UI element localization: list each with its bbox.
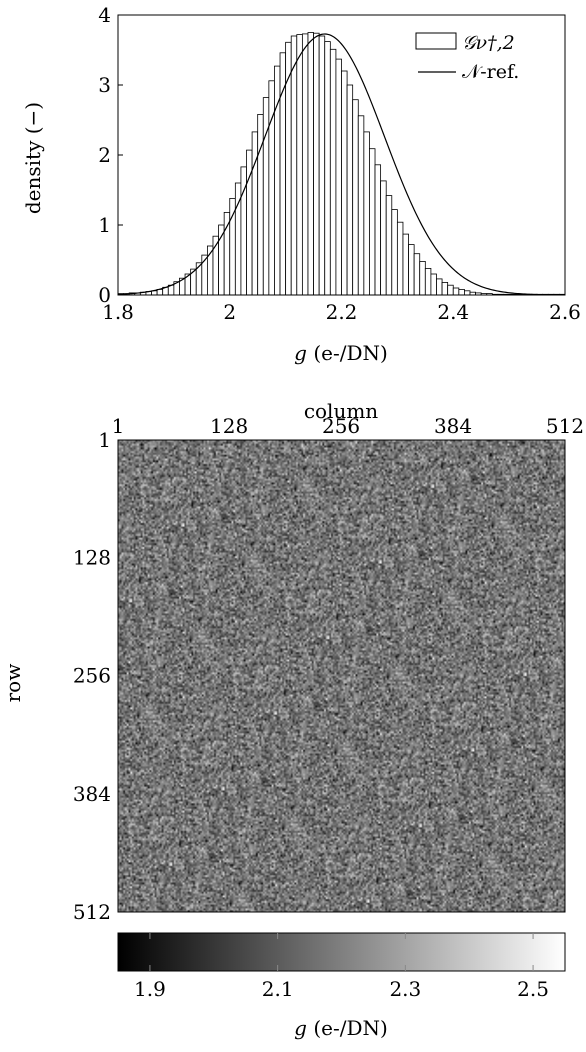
histogram-bar: [229, 197, 236, 296]
hist-x-axis-label: g (e-/DN): [294, 341, 388, 365]
histogram-bar: [452, 287, 460, 296]
histogram-bar: [363, 131, 370, 296]
histogram-bar: [335, 58, 342, 296]
histogram-bar: [458, 288, 465, 296]
histogram-bar: [313, 32, 320, 296]
heatmap-column-ticks: 1 128 256 384 512: [112, 414, 584, 445]
hist-plot-frame: [117, 14, 566, 296]
heatmap-row-tick-label: 384: [73, 782, 111, 806]
hist-x-tick-label: 2: [223, 300, 236, 324]
histogram-bar: [369, 148, 376, 296]
normal-reference-curve: [117, 33, 566, 296]
heatmap-column-tick-label: 384: [434, 414, 472, 438]
histogram-bar: [430, 273, 437, 296]
hist-x-tick-label: 2.2: [326, 300, 358, 324]
histogram-bar: [408, 244, 415, 296]
heatmap-image: [118, 440, 565, 912]
histogram-bar: [223, 211, 231, 296]
colorbar-label-unit: (e-/DN): [307, 1016, 388, 1040]
hist-y-tick-label: 3: [98, 73, 111, 97]
hist-y-axis-label: density (−): [21, 102, 45, 214]
colorbar-tick-label: 2.1: [262, 977, 294, 1001]
colorbar-ticks: 1.9 2.1 2.3 2.5: [134, 933, 549, 1001]
histogram-bar: [374, 164, 382, 296]
histogram-bar: [396, 221, 404, 296]
colorbar-tick-label: 1.9: [134, 977, 166, 1001]
histogram-bar: [296, 34, 303, 296]
legend-label-histogram: 𝒢ν†,2: [462, 32, 515, 54]
heatmap-column-tick-label: 1: [112, 414, 125, 438]
histogram-bar: [257, 114, 264, 296]
heatmap-row-tick-label: 256: [73, 664, 111, 688]
heatmap-top-label: column: [304, 399, 378, 423]
hist-x-axis-label-unit: (e-/DN): [307, 341, 388, 365]
heatmap-row-tick-label: 1: [98, 428, 111, 452]
heatmap-row-tick-label: 128: [73, 545, 111, 569]
histogram-bar: [279, 52, 287, 296]
histogram-bar: [285, 41, 292, 296]
histogram-bar: [402, 233, 409, 296]
hist-y-tick-label: 4: [98, 3, 111, 27]
colorbar-label: g (e-/DN): [294, 1016, 388, 1040]
histogram-bar: [424, 267, 432, 296]
histogram-bar: [413, 253, 421, 296]
histogram-bar: [301, 33, 309, 296]
colorbar-tick-label: 2.3: [389, 977, 421, 1001]
hist-y-ticks: 0 1 2 3 4: [98, 3, 123, 307]
hist-x-axis-label-symbol: g: [294, 341, 307, 365]
heatmap-y-axis-label: row: [1, 664, 25, 703]
histogram-bar: [380, 180, 387, 296]
heatmap-row-tick-label: 512: [73, 900, 111, 924]
hist-y-tick-label: 2: [98, 143, 111, 167]
hist-x-tick-label: 2.6: [549, 300, 581, 324]
histogram-panel: density (−) 0 1 2 3 4 1.8 2 2.2 2.4 2.6 𝒢ν†,2 𝒩-…: [21, 3, 581, 365]
histogram-bar: [341, 70, 348, 296]
heatmap-column-tick-label: 256: [322, 414, 360, 438]
histogram-bar: [290, 35, 298, 296]
histogram-bar: [391, 209, 398, 296]
heatmap-frame: [117, 439, 566, 913]
histogram-bar: [447, 284, 454, 296]
legend-bar-swatch: [415, 32, 457, 50]
hist-legend: 𝒢ν†,2 𝒩-ref.: [415, 32, 519, 83]
histogram-bar: [419, 260, 426, 296]
hist-x-tick-label: 2.4: [437, 300, 469, 324]
histogram-bar: [436, 278, 443, 296]
colorbar: [117, 932, 566, 972]
hist-x-tick-label: 1.8: [102, 300, 134, 324]
hist-y-tick-label: 1: [98, 213, 111, 237]
colorbar-label-symbol: g: [294, 1016, 307, 1040]
histogram-bar: [464, 290, 471, 296]
histogram-bar: [318, 35, 326, 296]
histogram-bar: [346, 84, 354, 296]
histogram-bar: [307, 32, 314, 296]
histogram-bar: [352, 99, 359, 296]
histogram-bar: [385, 195, 393, 296]
hist-x-ticks: 1.8 2 2.2 2.4 2.6: [102, 290, 581, 324]
heatmap-column-tick-label: 128: [210, 414, 248, 438]
heatmap-column-tick-label: 512: [546, 414, 584, 438]
histogram-bar: [357, 115, 365, 296]
heatmap-panel: column row 1 128 256 384 512 1 128 256 384 512: [1, 399, 584, 924]
histogram-bar: [324, 41, 331, 296]
histogram-bar: [329, 48, 337, 296]
colorbar-panel: 1.9 2.1 2.3 2.5 g (e-/DN): [117, 932, 566, 1040]
colorbar-tick-label: 2.5: [517, 977, 549, 1001]
heatmap-row-ticks: 1 128 256 384 512: [73, 428, 123, 924]
histogram-bar: [441, 281, 449, 296]
legend-label-normal: 𝒩-ref.: [462, 61, 519, 83]
hist-y-tick-label: 0: [98, 283, 111, 307]
